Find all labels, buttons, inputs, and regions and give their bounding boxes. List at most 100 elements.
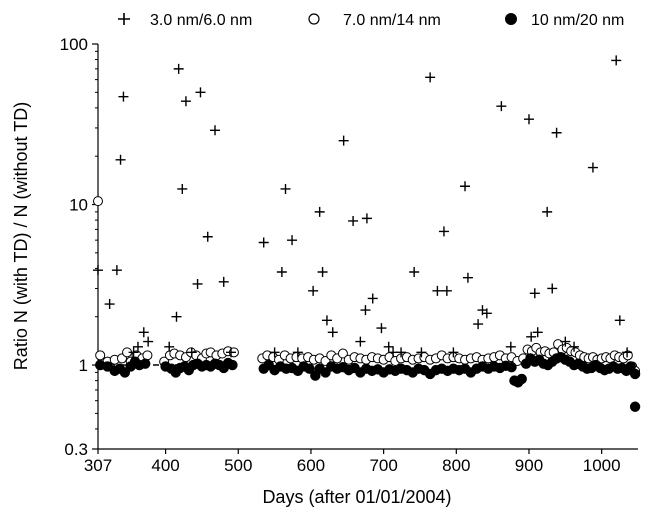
legend: 3.0 nm/6.0 nm 7.0 nm/14 nm 10 nm/20 nm [118, 12, 624, 29]
data-point-plus [361, 213, 372, 224]
data-point-plus [192, 278, 203, 289]
data-point-plus [547, 283, 558, 294]
x-tick-label: 700 [369, 456, 397, 475]
data-point-plus [560, 336, 571, 347]
data-point-plus [171, 311, 182, 322]
data-point-filled-circle [629, 368, 641, 380]
data-point-open-circle [142, 350, 153, 361]
data-point-open-circle [93, 196, 103, 207]
x-tick-label: 900 [515, 456, 543, 475]
y-axis-label: Ratio N (with TD) / N (without TD) [11, 102, 31, 370]
data-point-plus [441, 285, 452, 296]
data-point-plus [186, 347, 197, 358]
y-tick-label: 1 [79, 356, 88, 375]
x-tick-label: 600 [297, 456, 325, 475]
data-point-plus [128, 347, 139, 358]
data-point-plus [396, 347, 407, 358]
data-point-plus [138, 327, 149, 338]
data-point-plus [622, 347, 633, 358]
data-point-plus [425, 72, 436, 83]
y-tick-label: 100 [60, 35, 88, 54]
data-point-plus [569, 341, 580, 352]
data-point-plus [542, 206, 553, 217]
data-point-plus [383, 341, 394, 352]
data-point-plus [276, 266, 287, 277]
data-point-plus [338, 135, 349, 146]
data-points [93, 55, 641, 412]
y-tick-label: 0.3 [64, 440, 88, 459]
legend-item-1: 7.0 nm/14 nm [308, 12, 441, 29]
data-point-filled-circle [140, 358, 151, 369]
data-point-filled-circle [304, 363, 315, 374]
data-point-open-circle [95, 350, 106, 361]
data-point-filled-circle [516, 373, 527, 385]
data-point-plus [132, 341, 143, 352]
data-point-plus [280, 183, 291, 194]
data-point-plus [409, 266, 420, 277]
data-point-plus [448, 347, 459, 358]
data-point-plus [376, 323, 387, 334]
data-point-plus [321, 315, 332, 326]
data-point-plus [118, 91, 129, 102]
data-point-plus [614, 315, 625, 326]
x-tick-label: 800 [442, 456, 470, 475]
data-point-plus [104, 299, 115, 310]
data-point-plus [526, 331, 537, 342]
data-point-plus [327, 327, 338, 338]
legend-label-1: 7.0 nm/14 nm [343, 12, 441, 29]
data-point-plus [115, 154, 126, 165]
data-point-plus [164, 341, 175, 352]
data-point-plus [473, 319, 484, 330]
data-point-plus [432, 285, 443, 296]
data-point-plus [460, 181, 471, 192]
data-point-plus [462, 272, 473, 283]
data-point-plus [529, 288, 540, 299]
data-point-plus [180, 96, 191, 107]
data-point-plus [505, 341, 516, 352]
data-point-plus [438, 226, 449, 237]
data-point-plus [143, 336, 154, 347]
data-point-plus [314, 206, 325, 217]
data-point-plus [317, 266, 328, 277]
data-point-plus [210, 125, 221, 136]
x-axis-label: Days (after 01/01/2004) [262, 487, 451, 507]
data-point-plus [496, 101, 507, 112]
data-point-plus [292, 347, 303, 358]
data-point-plus [308, 285, 319, 296]
data-point-plus [360, 305, 371, 316]
data-point-plus [111, 265, 122, 276]
data-point-plus [551, 127, 562, 138]
data-point-plus [367, 293, 378, 304]
data-point-plus [416, 347, 427, 358]
legend-marker-filled-circle [505, 13, 517, 25]
x-tick-label: 1000 [583, 456, 621, 475]
data-point-plus [269, 347, 280, 358]
data-point-open-circle [622, 350, 633, 361]
data-point-filled-circle [629, 401, 641, 412]
data-point-plus [218, 276, 229, 287]
legend-item-0: 3.0 nm/6.0 nm [118, 12, 252, 29]
data-point-plus [177, 183, 188, 194]
data-point-filled-circle [227, 359, 238, 371]
data-point-plus [481, 308, 492, 319]
legend-item-2: 10 nm/20 nm [505, 12, 624, 29]
data-point-plus [587, 162, 598, 173]
data-point-plus [202, 231, 213, 242]
x-tick-label: 307 [84, 456, 112, 475]
data-point-plus [173, 63, 184, 74]
legend-label-2: 10 nm/20 nm [531, 12, 624, 29]
data-point-plus [355, 336, 366, 347]
legend-label-0: 3.0 nm/6.0 nm [150, 12, 252, 29]
data-point-open-circle [337, 348, 348, 359]
x-tick-label: 400 [151, 456, 179, 475]
data-point-plus [287, 235, 298, 246]
y-tick-label: 10 [69, 196, 88, 215]
x-tick-label: 500 [224, 456, 252, 475]
data-point-plus [611, 55, 622, 66]
data-point-plus [523, 114, 534, 125]
data-point-plus [532, 327, 543, 338]
legend-marker-open-circle [308, 13, 320, 25]
data-point-plus [348, 215, 359, 226]
data-point-plus [258, 237, 269, 248]
